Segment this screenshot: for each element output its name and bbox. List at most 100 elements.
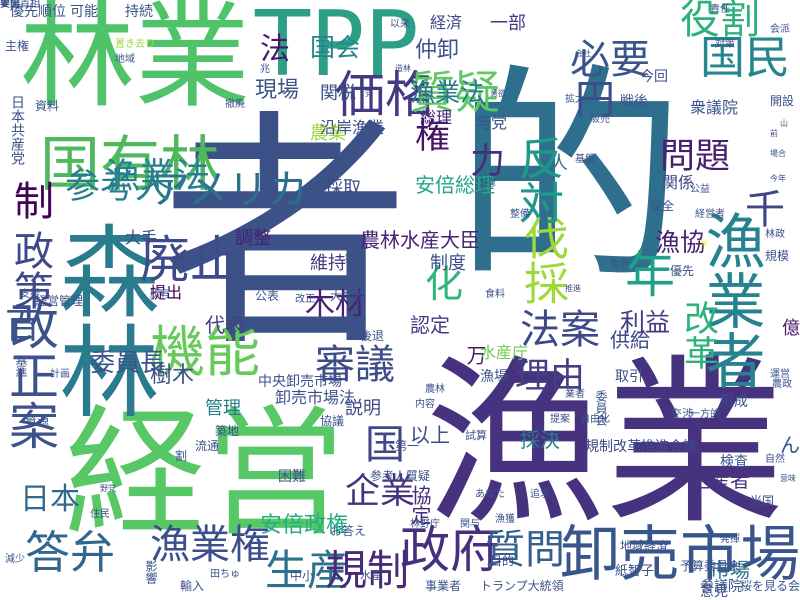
- cloud-word: アメリカ: [150, 167, 308, 213]
- cloud-word: 資料: [35, 99, 60, 113]
- cloud-word: 中小: [290, 569, 315, 583]
- cloud-word: 改革: [678, 300, 718, 370]
- cloud-word: 管理: [205, 398, 241, 419]
- cloud-word: 的: [455, 46, 686, 313]
- cloud-word: 漁協: [655, 228, 706, 257]
- cloud-word: 大規模: [330, 289, 367, 303]
- cloud-word: 水産庁: [480, 343, 529, 362]
- cloud-word: 機能: [150, 320, 261, 384]
- cloud-word: 利益: [620, 308, 671, 337]
- cloud-word: 資源: [25, 414, 50, 428]
- cloud-word: 以来: [390, 19, 410, 30]
- cloud-word: 林政: [765, 229, 785, 240]
- cloud-word: 後退: [360, 329, 385, 343]
- cloud-word: 減少: [5, 554, 25, 565]
- cloud-word: 置き去り: [115, 39, 155, 50]
- cloud-word: 整備: [510, 209, 530, 220]
- cloud-word: 今回: [640, 69, 668, 85]
- cloud-word: 野党: [100, 484, 116, 493]
- cloud-word: 漁業者: [695, 210, 765, 390]
- cloud-word: 輸入: [180, 579, 205, 593]
- cloud-word: 取引: [615, 369, 643, 385]
- cloud-word: 役割: [680, 0, 760, 43]
- cloud-word: 質疑: [410, 66, 501, 119]
- cloud-word: 事業者: [425, 579, 462, 593]
- cloud-word: 与党: [475, 113, 508, 132]
- cloud-word: 必要: [570, 37, 650, 83]
- cloud-word: 審議: [315, 342, 395, 388]
- cloud-word: 制: [7, 180, 53, 220]
- cloud-word: 経営者: [695, 209, 725, 220]
- cloud-word: 規模: [765, 249, 790, 263]
- cloud-word: 支援: [20, 289, 40, 300]
- cloud-word: 割: [175, 449, 188, 463]
- cloud-word: 現場: [255, 78, 300, 103]
- cloud-word: 権: [415, 117, 451, 157]
- cloud-word: 予算委員会: [680, 559, 741, 573]
- cloud-word: 販売: [590, 114, 610, 125]
- cloud-word: 農林: [425, 384, 445, 395]
- cloud-word: 大手: [125, 228, 158, 247]
- cloud-word: 経営管理: [35, 294, 84, 308]
- cloud-word: 撤廃: [225, 99, 245, 110]
- cloud-word: 衆議院: [690, 98, 739, 117]
- cloud-word: 農業: [310, 123, 346, 144]
- cloud-word: 反対: [511, 135, 564, 225]
- cloud-word: 生産: [265, 546, 350, 595]
- cloud-word: 理由: [515, 357, 586, 397]
- cloud-word: 者: [160, 89, 410, 380]
- cloud-word: 規制: [325, 546, 410, 595]
- cloud-word: 企業: [345, 472, 416, 512]
- cloud-word: 法: [260, 32, 290, 67]
- cloud-word: 実施: [0, 0, 20, 10]
- cloud-word: 漁業法: [105, 157, 211, 197]
- cloud-word: 兆: [260, 64, 270, 75]
- cloud-word: 提案: [550, 414, 570, 425]
- cloud-word: 検査: [720, 454, 748, 470]
- cloud-word: 維持: [310, 253, 346, 274]
- cloud-word: 運営: [770, 369, 790, 380]
- cloud-word: 米: [700, 239, 708, 248]
- cloud-word: 造林: [395, 64, 411, 73]
- cloud-word: 場合: [770, 149, 786, 158]
- cloud-word: 市場: [710, 558, 750, 582]
- cloud-word: 協定: [408, 485, 432, 525]
- cloud-word: 万: [463, 345, 487, 365]
- cloud-word: 計画: [50, 369, 70, 380]
- cloud-word: 木材: [305, 287, 365, 322]
- cloud-word: 開設: [770, 94, 795, 108]
- cloud-word: 卸売市場: [560, 520, 800, 590]
- cloud-word: 百: [5, 307, 41, 347]
- cloud-word: 自然: [765, 454, 785, 465]
- cloud-word: 会社: [575, 49, 591, 58]
- cloud-word: 仲卸: [415, 38, 460, 63]
- cloud-word: 総理: [420, 108, 453, 127]
- cloud-word: 認定: [410, 313, 450, 337]
- cloud-word: 影響: [144, 560, 158, 584]
- cloud-word: 築地: [215, 424, 240, 438]
- cloud-word: お答え: [330, 524, 367, 538]
- cloud-word: 発揮: [720, 534, 740, 545]
- cloud-word: 所有: [150, 289, 170, 300]
- cloud-word: 力: [470, 142, 506, 182]
- cloud-word: 漁業: [425, 340, 786, 549]
- cloud-word: 日本共産党: [9, 95, 25, 165]
- cloud-word: 水産: [360, 569, 382, 582]
- cloud-word: 推進: [565, 284, 581, 293]
- cloud-word: 主権: [5, 39, 30, 53]
- cloud-word: 供給: [610, 328, 650, 352]
- cloud-word: 食料: [485, 289, 505, 300]
- cloud-word: 形成: [720, 394, 748, 410]
- cloud-word: 漁業権: [150, 522, 270, 568]
- cloud-word: TPP: [255, 0, 419, 97]
- cloud-word: 中央卸売市場: [258, 374, 342, 390]
- cloud-word: 規制改革推進会議: [585, 439, 697, 455]
- cloud-word: 意味: [780, 474, 796, 483]
- cloud-word: 農林水産大臣: [360, 228, 480, 252]
- cloud-word: 法案: [520, 307, 600, 353]
- cloud-word: 田ちゅ: [210, 569, 240, 580]
- cloud-word: 地域: [115, 54, 135, 65]
- cloud-word: 参考人質疑: [370, 469, 431, 483]
- cloud-word: 拡大: [565, 94, 585, 105]
- cloud-word: ん: [780, 433, 800, 457]
